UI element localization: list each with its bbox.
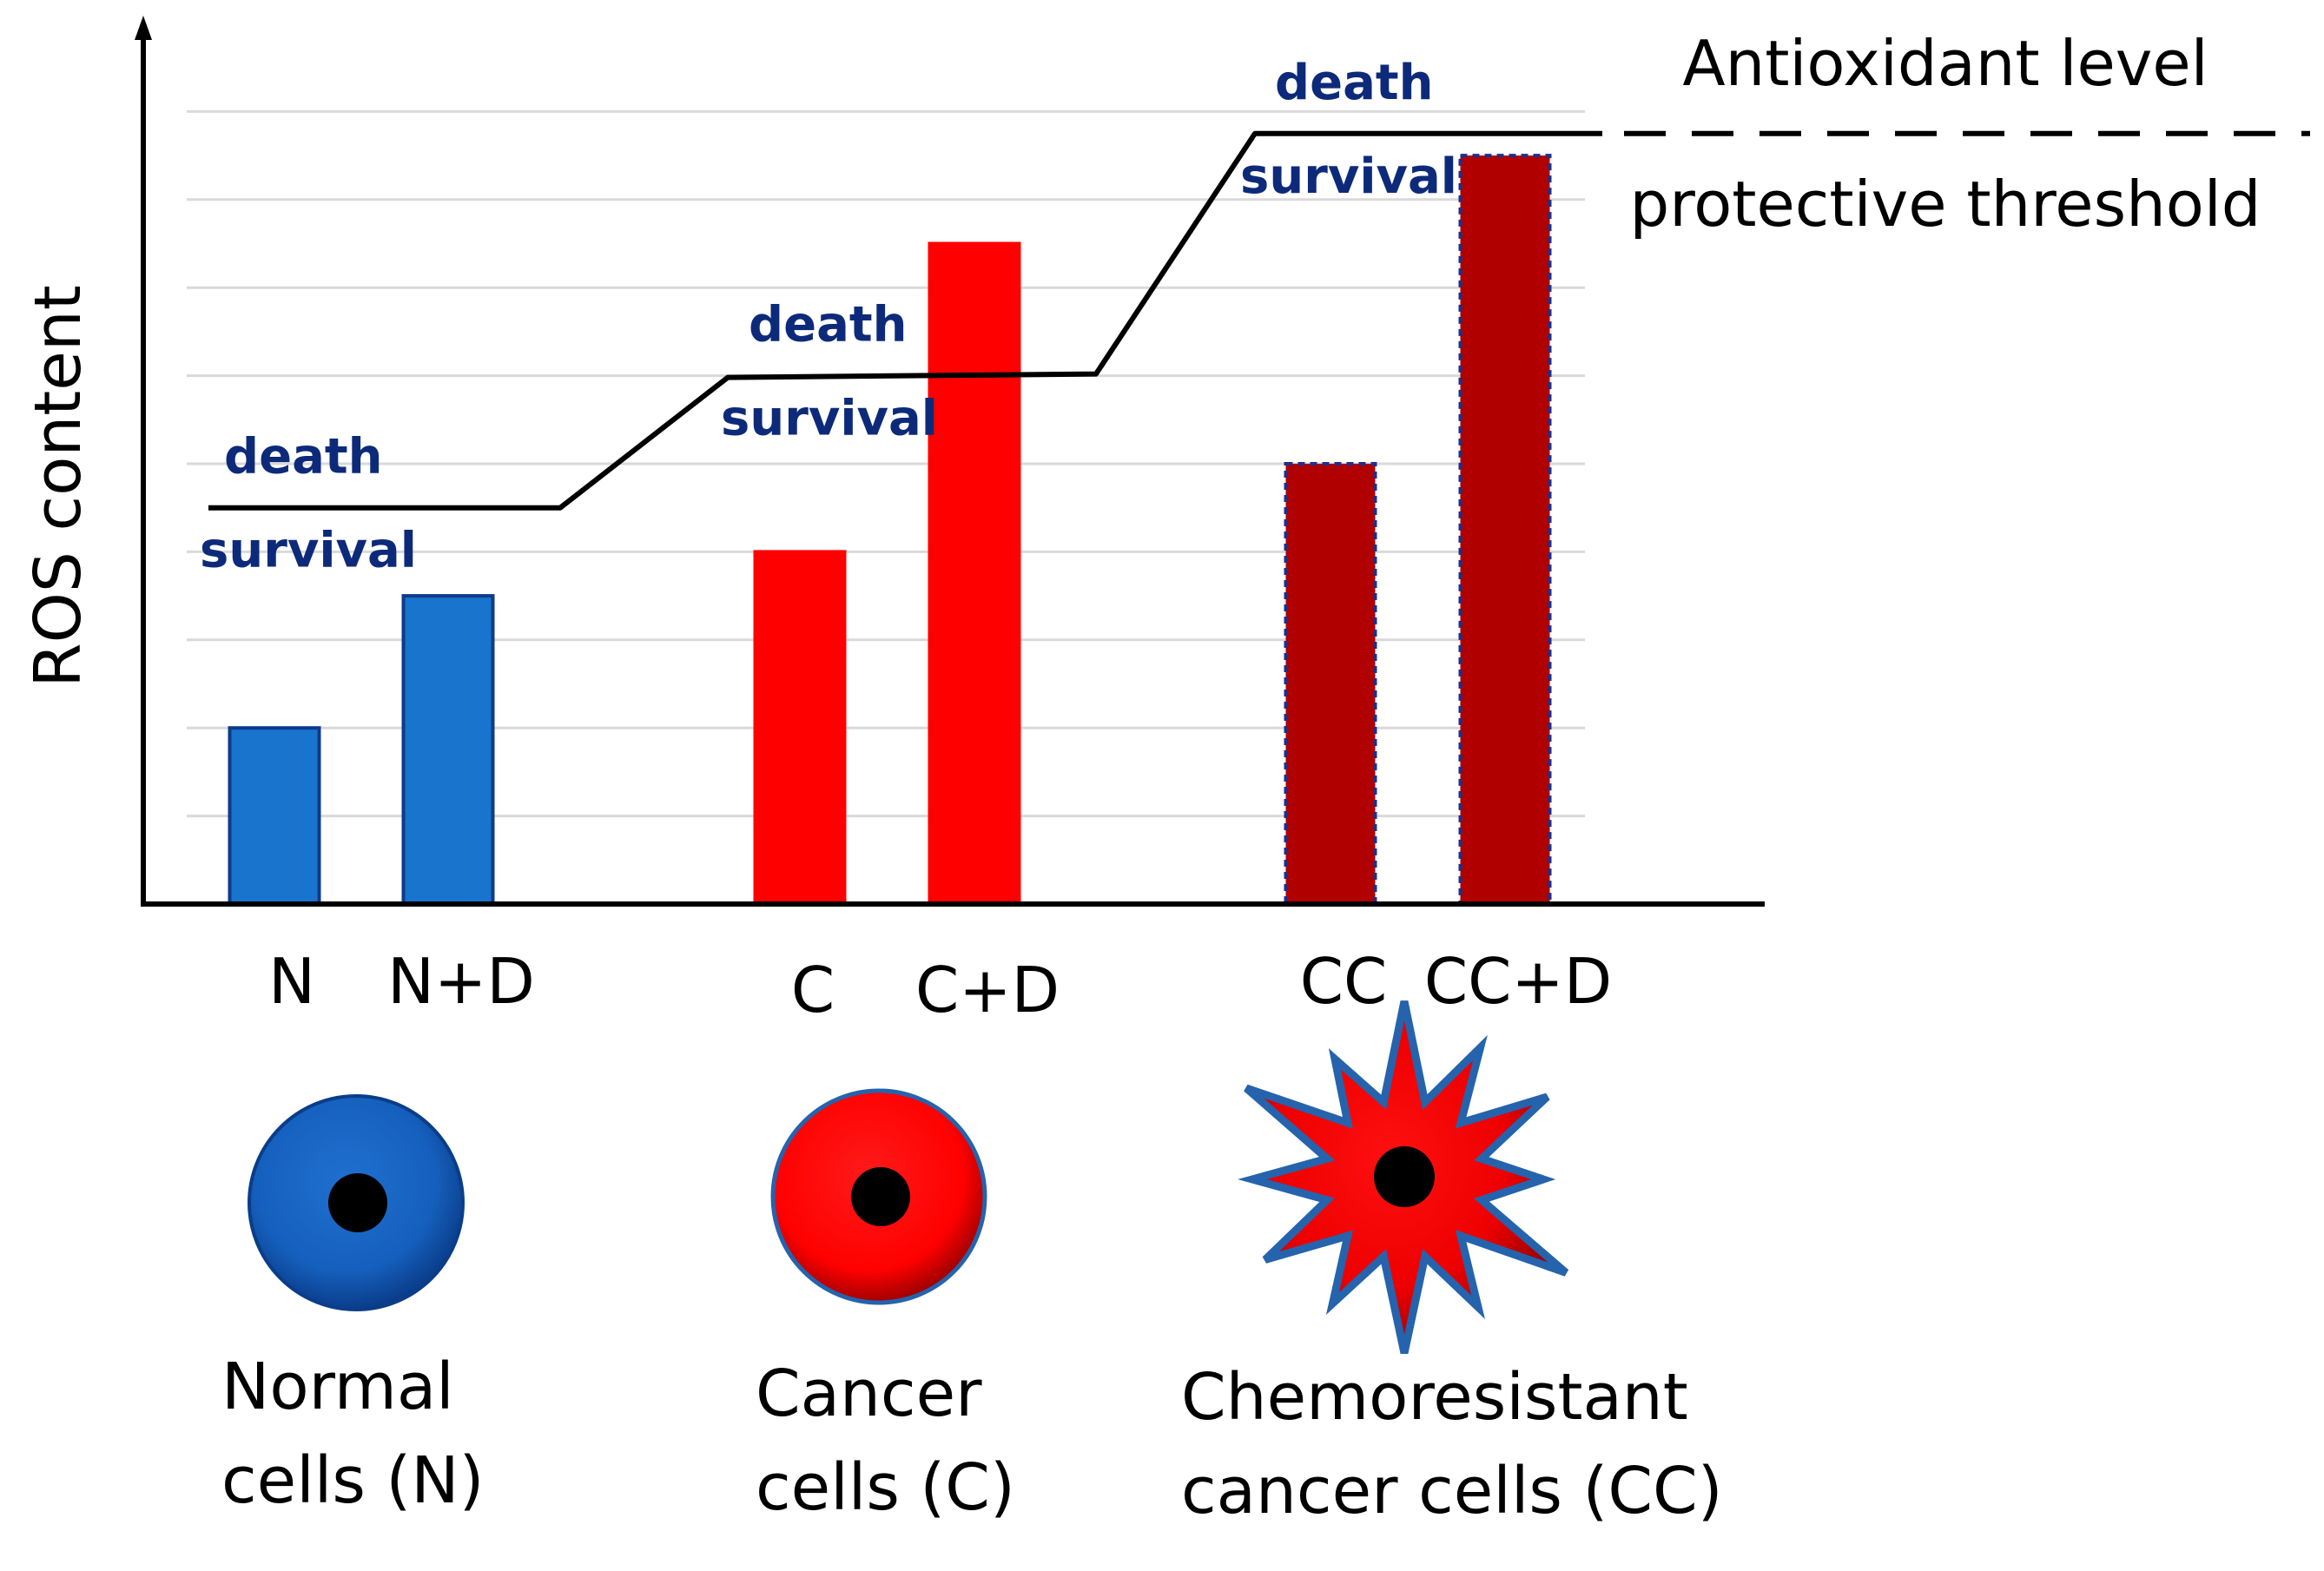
x-tick-label: N+D (387, 945, 535, 1018)
chemoresistant-cells-caption-line1: Chemoresistant (1181, 1360, 1688, 1435)
bar-cc-plus-d (1458, 154, 1552, 907)
cancer-cells-caption-line2: cells (C) (756, 1450, 1015, 1525)
protective-threshold-label: protective threshold (1630, 168, 2261, 241)
cancer-cell-icon (770, 1088, 987, 1305)
x-tick-labels: N N+D C C+D CC CC+D (268, 945, 1612, 1026)
survival-label: survival (721, 391, 938, 447)
cancer-cells-caption-line1: Cancer (756, 1356, 982, 1431)
x-tick-label: N (268, 945, 315, 1018)
y-axis-label: ROS content (21, 285, 96, 687)
death-label: death (749, 297, 908, 353)
bar-c-plus-d (928, 241, 1021, 906)
x-tick-label: CC+D (1424, 945, 1612, 1018)
y-axis-arrow-icon (135, 16, 152, 40)
x-tick-label: C+D (915, 954, 1060, 1026)
survival-label: survival (200, 523, 417, 579)
death-label: death (1275, 55, 1434, 111)
death-label: death (224, 429, 383, 485)
bar-c (753, 550, 847, 907)
normal-cell-icon (248, 1094, 465, 1311)
death-survival-annotations: death survival death survival death survival (200, 55, 1457, 579)
x-tick-label: CC (1300, 945, 1388, 1018)
antioxidant-threshold-line (208, 130, 1602, 511)
bar-n-plus-d (401, 594, 495, 906)
bar-series (228, 154, 1552, 907)
bar-n (228, 726, 321, 907)
antioxidant-level-label: Antioxidant level (1682, 27, 2208, 100)
normal-cells-caption-line2: cells (N) (221, 1443, 485, 1518)
survival-label: survival (1240, 149, 1457, 205)
bar-cc (1284, 462, 1377, 906)
x-tick-label: C (791, 954, 835, 1026)
normal-cells-caption-line1: Normal (221, 1350, 454, 1424)
chemoresistant-cell-icon (1238, 1000, 1569, 1354)
chemoresistant-cells-caption-line2: cancer cells (CC) (1181, 1454, 1723, 1528)
